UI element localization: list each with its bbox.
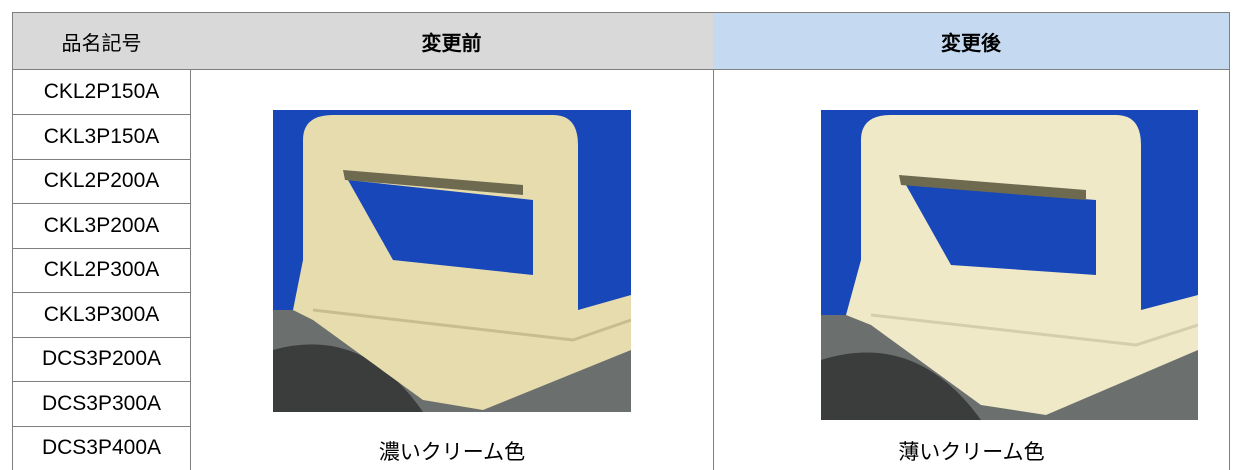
product-code: DCS3P200A bbox=[12, 337, 191, 382]
product-code: CKL3P200A bbox=[12, 203, 191, 249]
product-code: DCS3P300A bbox=[12, 381, 191, 427]
photo-after bbox=[821, 110, 1198, 420]
photo-before bbox=[273, 110, 631, 412]
product-code: CKL3P150A bbox=[12, 114, 191, 160]
header-cell: 品名記号 bbox=[12, 12, 191, 70]
product-code: CKL2P300A bbox=[12, 248, 191, 293]
header-cell: 変更後 bbox=[713, 12, 1230, 70]
column-border bbox=[1229, 70, 1230, 470]
column-border bbox=[713, 70, 714, 470]
product-code: CKL2P200A bbox=[12, 159, 191, 204]
header-cell: 変更前 bbox=[190, 12, 714, 70]
caption: 薄いクリーム色 bbox=[898, 440, 1045, 464]
product-code: DCS3P400A bbox=[12, 426, 191, 470]
product-code: CKL3P300A bbox=[12, 292, 191, 338]
product-code: CKL2P150A bbox=[12, 70, 191, 115]
caption: 濃いクリーム色 bbox=[378, 440, 526, 464]
